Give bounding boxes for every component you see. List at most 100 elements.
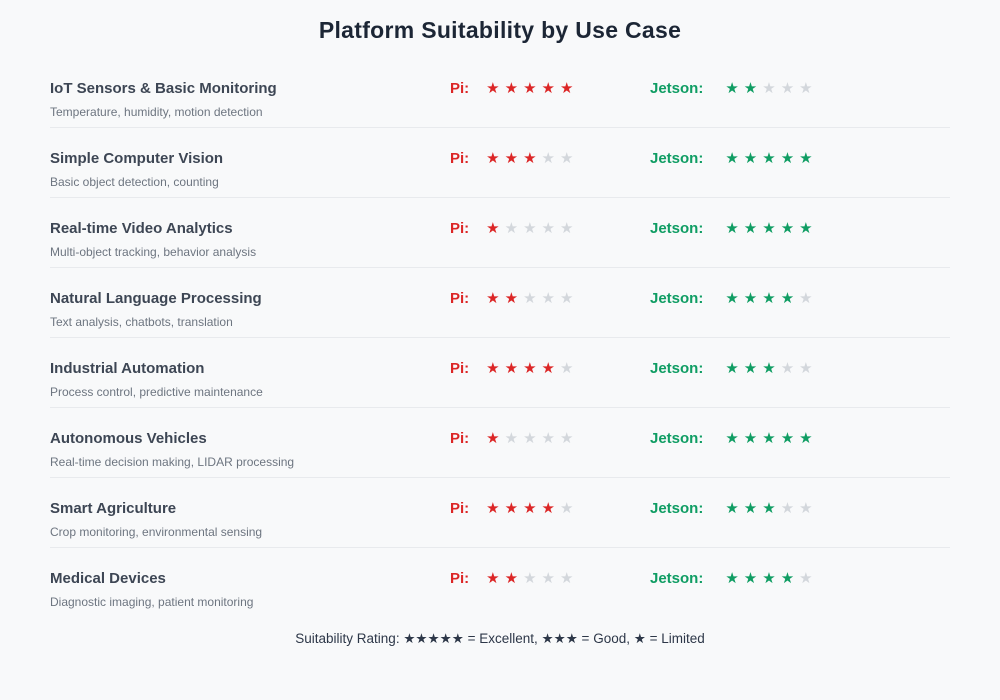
star-icon: ★ xyxy=(486,430,505,447)
jetson-star-rating: ★★★★★ xyxy=(725,500,817,518)
pi-label: Pi: xyxy=(450,80,470,97)
star-icon: ★ xyxy=(559,430,579,447)
use-case-subtitle: Process control, predictive maintenance xyxy=(50,385,263,399)
jetson-star-rating: ★★★★★ xyxy=(725,430,817,448)
use-case-title: Autonomous Vehicles xyxy=(50,430,207,447)
use-case-row: Natural Language Processing Text analysi… xyxy=(50,268,950,338)
star-icon: ★ xyxy=(725,360,744,377)
star-icon: ★ xyxy=(762,290,781,307)
use-case-title: IoT Sensors & Basic Monitoring xyxy=(50,80,277,97)
star-icon: ★ xyxy=(541,80,560,97)
star-icon: ★ xyxy=(725,150,744,167)
pi-label: Pi: xyxy=(450,570,470,587)
star-icon: ★ xyxy=(743,500,763,517)
use-case-title: Medical Devices xyxy=(50,570,166,587)
star-icon: ★ xyxy=(559,500,579,517)
jetson-label: Jetson: xyxy=(650,80,704,97)
use-case-table: IoT Sensors & Basic Monitoring Temperatu… xyxy=(50,58,950,618)
use-case-title: Industrial Automation xyxy=(50,360,205,377)
pi-star-rating: ★★★★★ xyxy=(486,220,578,238)
star-icon: ★ xyxy=(780,430,800,447)
pi-star-rating: ★★★★★ xyxy=(486,570,578,588)
star-icon: ★ xyxy=(725,80,744,97)
jetson-rating-cell: Jetson: ★★★★★ xyxy=(650,290,950,308)
star-icon: ★ xyxy=(725,570,744,587)
star-icon: ★ xyxy=(486,80,505,97)
star-icon: ★ xyxy=(504,150,524,167)
jetson-label: Jetson: xyxy=(650,290,704,307)
use-case-row: Simple Computer Vision Basic object dete… xyxy=(50,128,950,198)
use-case-subtitle: Temperature, humidity, motion detection xyxy=(50,105,263,119)
pi-rating-cell: Pi: ★★★★★ xyxy=(450,80,650,98)
jetson-rating-cell: Jetson: ★★★★★ xyxy=(650,80,950,98)
pi-label: Pi: xyxy=(450,430,470,447)
star-icon: ★ xyxy=(725,430,744,447)
jetson-label: Jetson: xyxy=(650,220,704,237)
star-icon: ★ xyxy=(780,360,800,377)
star-icon: ★ xyxy=(504,430,524,447)
star-icon: ★ xyxy=(559,360,579,377)
jetson-rating-cell: Jetson: ★★★★★ xyxy=(650,360,950,378)
pi-label: Pi: xyxy=(450,150,470,167)
star-icon: ★ xyxy=(523,570,542,587)
use-case-info: Autonomous Vehicles Real-time decision m… xyxy=(50,430,450,469)
use-case-title: Smart Agriculture xyxy=(50,500,177,517)
pi-rating-cell: Pi: ★★★★★ xyxy=(450,570,650,588)
star-icon: ★ xyxy=(799,220,818,237)
star-icon: ★ xyxy=(780,500,800,517)
star-icon: ★ xyxy=(523,430,542,447)
use-case-row: Real-time Video Analytics Multi-object t… xyxy=(50,198,950,268)
pi-star-rating: ★★★★★ xyxy=(486,80,578,98)
star-icon: ★ xyxy=(762,80,781,97)
jetson-label: Jetson: xyxy=(650,430,704,447)
star-icon: ★ xyxy=(780,80,800,97)
pi-star-rating: ★★★★★ xyxy=(486,290,578,308)
jetson-label: Jetson: xyxy=(650,360,704,377)
star-icon: ★ xyxy=(523,80,542,97)
star-icon: ★ xyxy=(486,220,505,237)
star-icon: ★ xyxy=(743,360,763,377)
pi-rating-cell: Pi: ★★★★★ xyxy=(450,220,650,238)
pi-star-rating: ★★★★★ xyxy=(486,360,578,378)
star-icon: ★ xyxy=(486,500,505,517)
pi-rating-cell: Pi: ★★★★★ xyxy=(450,360,650,378)
star-icon: ★ xyxy=(799,570,818,587)
use-case-subtitle: Diagnostic imaging, patient monitoring xyxy=(50,595,254,609)
star-icon: ★ xyxy=(780,220,800,237)
star-icon: ★ xyxy=(780,570,800,587)
jetson-label: Jetson: xyxy=(650,150,704,167)
star-icon: ★ xyxy=(541,500,560,517)
star-icon: ★ xyxy=(559,220,579,237)
jetson-label: Jetson: xyxy=(650,570,704,587)
star-icon: ★ xyxy=(743,150,763,167)
use-case-title: Natural Language Processing xyxy=(50,290,262,307)
use-case-row: Industrial Automation Process control, p… xyxy=(50,338,950,408)
use-case-subtitle: Real-time decision making, LIDAR process… xyxy=(50,455,295,469)
pi-star-rating: ★★★★★ xyxy=(486,430,578,448)
pi-label: Pi: xyxy=(450,360,470,377)
pi-star-rating: ★★★★★ xyxy=(486,500,578,518)
jetson-star-rating: ★★★★★ xyxy=(725,570,817,588)
star-icon: ★ xyxy=(799,150,818,167)
star-icon: ★ xyxy=(799,500,818,517)
jetson-rating-cell: Jetson: ★★★★★ xyxy=(650,500,950,518)
use-case-subtitle: Text analysis, chatbots, translation xyxy=(50,315,233,329)
pi-rating-cell: Pi: ★★★★★ xyxy=(450,500,650,518)
page-title: Platform Suitability by Use Case xyxy=(318,17,682,43)
use-case-info: Real-time Video Analytics Multi-object t… xyxy=(50,220,450,259)
star-icon: ★ xyxy=(504,290,524,307)
star-icon: ★ xyxy=(762,150,781,167)
pi-star-rating: ★★★★★ xyxy=(486,150,578,168)
pi-rating-cell: Pi: ★★★★★ xyxy=(450,290,650,308)
star-icon: ★ xyxy=(799,430,818,447)
jetson-star-rating: ★★★★★ xyxy=(725,80,817,98)
star-icon: ★ xyxy=(559,150,579,167)
star-icon: ★ xyxy=(541,290,560,307)
star-icon: ★ xyxy=(743,430,763,447)
use-case-info: Smart Agriculture Crop monitoring, envir… xyxy=(50,500,450,539)
star-icon: ★ xyxy=(541,360,560,377)
jetson-star-rating: ★★★★★ xyxy=(725,360,817,378)
pi-label: Pi: xyxy=(450,220,470,237)
star-icon: ★ xyxy=(504,360,524,377)
star-icon: ★ xyxy=(762,430,781,447)
